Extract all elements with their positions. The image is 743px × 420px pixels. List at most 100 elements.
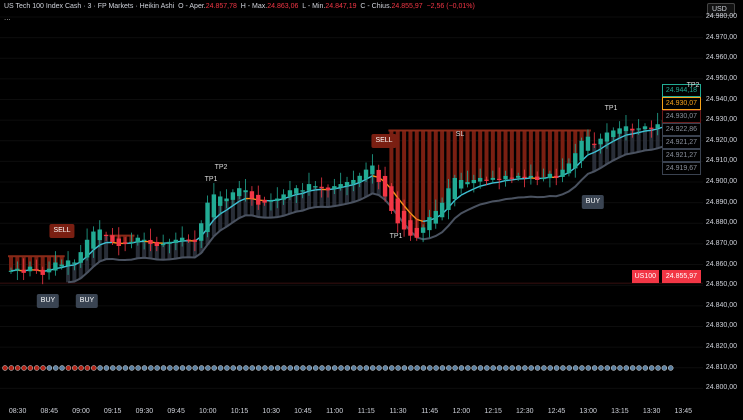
sell-zone-bar xyxy=(402,130,407,230)
trend-band-bar xyxy=(300,190,305,211)
candle-body xyxy=(592,143,597,145)
symbol-name[interactable]: US Tech 100 Index Cash xyxy=(4,3,82,10)
candle-body xyxy=(560,169,565,177)
candle-body xyxy=(103,234,109,236)
candle-body xyxy=(129,241,134,244)
trend-band-bar xyxy=(643,126,647,151)
signal-dot xyxy=(173,365,179,371)
signal-dot xyxy=(636,365,642,371)
signal-dot xyxy=(255,365,262,371)
signal-dot xyxy=(528,365,534,371)
time-axis-label: 13:45 xyxy=(674,408,693,415)
candle-body xyxy=(490,177,496,180)
price-tag: 24.944,18 xyxy=(661,84,701,97)
sell-zone-bar xyxy=(516,130,521,176)
ma-line-segment xyxy=(492,181,500,184)
candle-body xyxy=(344,182,350,186)
signal-dot xyxy=(458,365,465,371)
candle-body xyxy=(325,187,331,191)
candle-body xyxy=(573,153,578,169)
price-axis-label: 24.980,00 xyxy=(705,13,737,20)
candle-body xyxy=(243,190,248,193)
sell-zone-bar xyxy=(541,130,546,178)
price-axis-label: 24.830,00 xyxy=(705,322,737,330)
signal-dot xyxy=(661,365,668,371)
ma-line-segment xyxy=(619,134,627,139)
sell-zone-bar xyxy=(408,130,413,236)
signal-dot xyxy=(439,365,446,371)
signal-dot xyxy=(179,365,186,371)
candle-body xyxy=(401,210,407,230)
signal-dot xyxy=(484,365,490,371)
candle-body xyxy=(636,128,641,130)
price-tag: 24.930,07 xyxy=(661,110,701,123)
price-axis-label: 24.900,00 xyxy=(705,178,737,186)
price-axis-label: 24.800,00 xyxy=(705,384,737,392)
signal-dot xyxy=(27,365,34,371)
sell-zone-bar xyxy=(452,130,457,178)
candle-body xyxy=(522,176,527,179)
signal-dot xyxy=(148,365,154,371)
signal-dot xyxy=(14,365,21,371)
signal-dot xyxy=(21,365,27,371)
candle-body xyxy=(649,127,654,129)
time-axis-label: 13:00 xyxy=(579,408,597,415)
candle-body xyxy=(598,138,603,145)
chart-type: Heikin Ashi xyxy=(139,3,175,10)
signal-dot xyxy=(420,365,427,371)
trend-band-bar xyxy=(249,198,254,216)
time-axis-label: 09:45 xyxy=(167,408,185,415)
candle-body xyxy=(15,268,20,271)
trend-band-bar xyxy=(72,262,77,282)
sell-zone-bar xyxy=(433,130,438,211)
ma-line-segment xyxy=(600,144,608,150)
signal-dot xyxy=(344,365,351,371)
candle-body xyxy=(427,217,432,231)
more-button[interactable]: ... xyxy=(4,13,11,22)
candle-body xyxy=(275,198,280,201)
trend-band-bar xyxy=(611,130,616,161)
sell-zone-bar xyxy=(414,130,419,238)
candle-body xyxy=(604,132,610,142)
tp2-marker: TP2 xyxy=(214,164,228,171)
sell-zone-bar xyxy=(446,130,451,189)
candle-body xyxy=(281,194,286,200)
trend-band-bar xyxy=(306,184,311,209)
signal-dot xyxy=(579,365,585,371)
signal-dot xyxy=(465,365,471,371)
candle-body xyxy=(389,186,394,211)
signal-dot xyxy=(591,365,598,371)
signal-dot xyxy=(103,365,110,371)
sell-zone-bar xyxy=(484,130,489,180)
candle-body xyxy=(541,177,546,180)
signal-dot xyxy=(560,365,566,371)
signal-dot xyxy=(414,365,420,371)
candle-body xyxy=(237,188,242,197)
sell-zone-bar xyxy=(9,256,13,271)
signal-dot xyxy=(655,365,661,371)
candle-body xyxy=(465,182,470,185)
ma-line-segment xyxy=(524,177,531,180)
trend-band-bar xyxy=(592,144,597,172)
candle-body xyxy=(46,268,52,273)
candle-body xyxy=(477,177,483,182)
candle-body xyxy=(363,169,369,179)
trend-band-bar xyxy=(243,190,248,216)
signal-dot xyxy=(46,365,53,371)
trend-band-bar xyxy=(617,128,622,158)
ma-line-segment xyxy=(346,183,354,187)
signal-dot xyxy=(369,365,376,371)
signal-dot xyxy=(33,365,40,371)
ma-line-segment xyxy=(353,181,360,186)
candle-body xyxy=(319,186,324,189)
signal-dot xyxy=(52,365,59,371)
signal-dot xyxy=(452,365,458,371)
candle-body xyxy=(34,268,39,271)
currency-button[interactable]: USD xyxy=(707,3,735,16)
signal-dot xyxy=(509,365,515,371)
price-axis-label: 24.950,00 xyxy=(705,74,737,82)
price-axis[interactable]: 24.980,00 24.970,00 24.960,00 24.950,00 24.9… xyxy=(703,0,743,420)
candle-body xyxy=(351,179,356,184)
candle-body xyxy=(84,239,90,258)
